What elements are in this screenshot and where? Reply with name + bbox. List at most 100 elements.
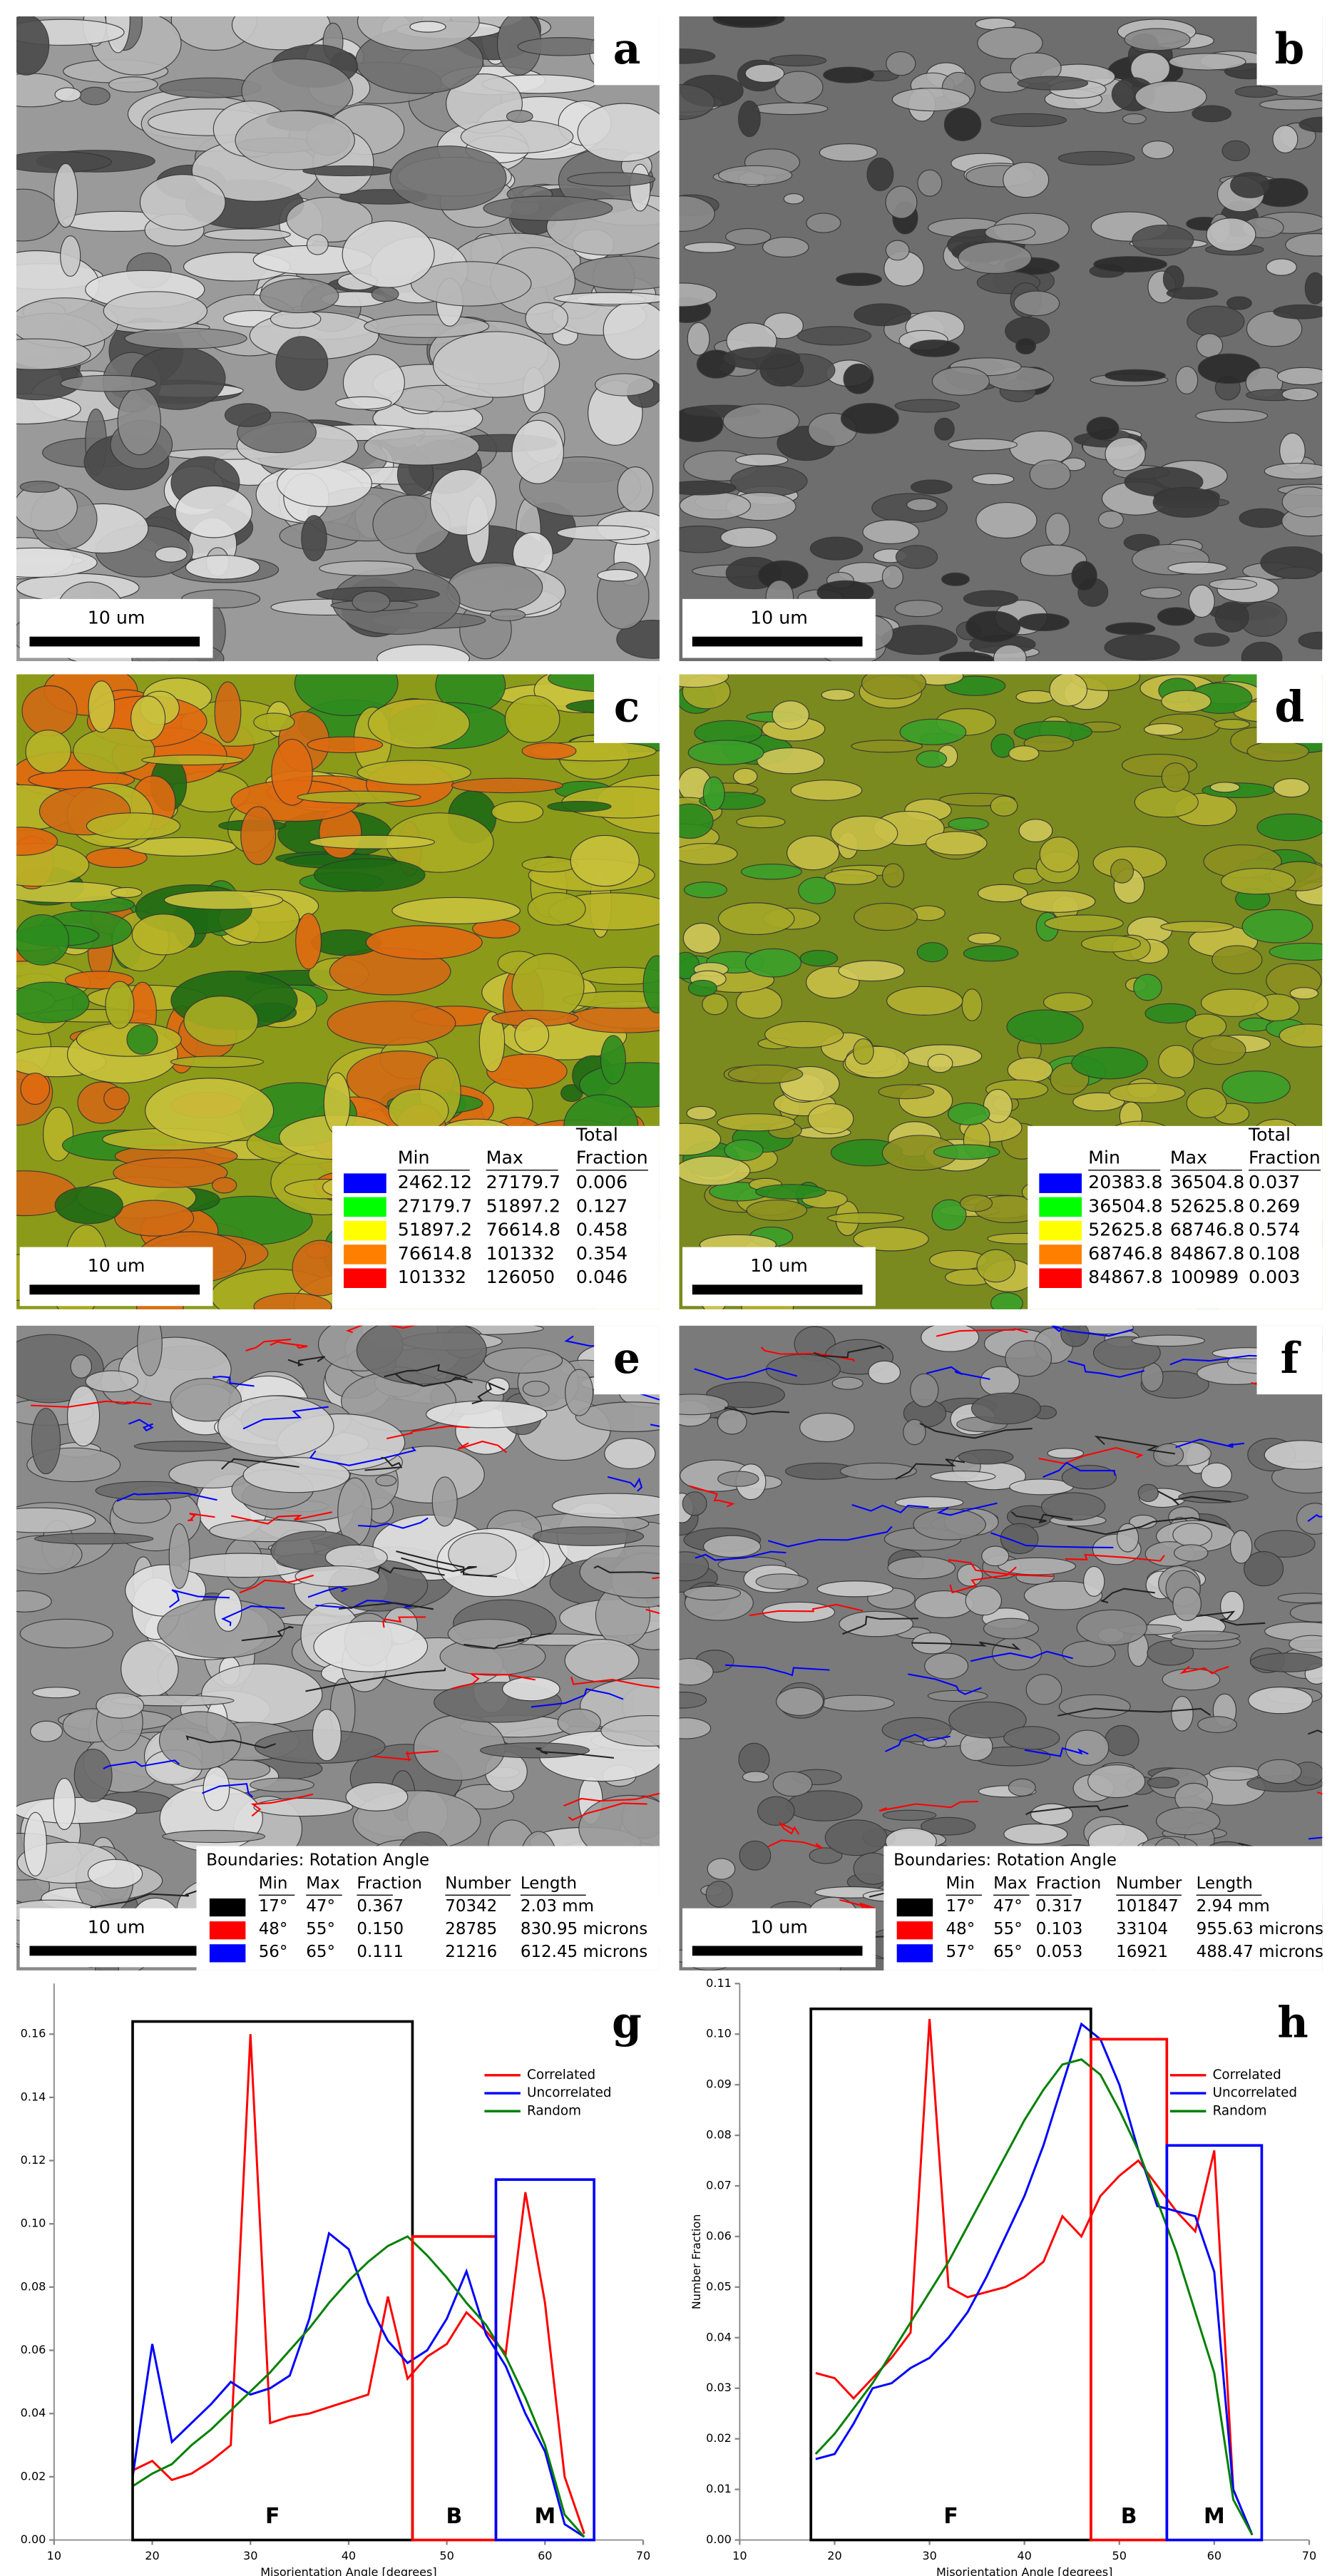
- grain: [313, 1620, 429, 1672]
- panel-letter: g: [612, 1998, 642, 2048]
- grain: [389, 145, 507, 210]
- grain: [1273, 304, 1323, 320]
- grain: [504, 695, 560, 743]
- grain: [1086, 416, 1120, 441]
- boundary: [879, 1800, 978, 1812]
- grain: [1248, 1686, 1313, 1714]
- boundary: [1038, 1446, 1144, 1465]
- grain: [679, 1123, 722, 1156]
- boundary: [239, 1574, 314, 1594]
- region-label: F: [943, 2504, 958, 2529]
- legend-cell: 47°: [306, 1897, 335, 1916]
- legend-cell: 36504.8: [1170, 1172, 1244, 1192]
- grain: [1044, 914, 1124, 932]
- grain: [1142, 140, 1174, 160]
- grain: [1157, 607, 1195, 626]
- grain: [787, 835, 840, 871]
- legend-header: Max: [486, 1148, 523, 1168]
- legend-header: Number: [445, 1874, 511, 1893]
- y-tick-label: 0.10: [21, 2217, 46, 2230]
- legend-swatch: [1039, 1197, 1082, 1217]
- grain: [717, 902, 795, 936]
- boundary: [185, 1735, 276, 1749]
- legend-cell: 0.269: [1249, 1195, 1300, 1216]
- grain: [679, 803, 714, 839]
- boundary: [948, 1559, 1054, 1578]
- grain: [1264, 462, 1323, 480]
- grain: [486, 1053, 568, 1089]
- grain: [1023, 735, 1074, 752]
- grain: [854, 902, 918, 931]
- legend-cell: 68746.8: [1088, 1243, 1162, 1264]
- boundary: [358, 1517, 429, 1529]
- grain: [679, 282, 717, 307]
- legend-cell: 52625.8: [1170, 1195, 1244, 1216]
- grain: [307, 736, 384, 754]
- grain: [1277, 1593, 1323, 1604]
- grain: [478, 1011, 506, 1073]
- x-tick-label: 60: [538, 2549, 552, 2562]
- boundary: [382, 1616, 426, 1628]
- grain: [88, 680, 116, 733]
- grain: [409, 21, 446, 33]
- grain: [755, 1573, 809, 1590]
- grain: [684, 881, 727, 899]
- x-tick-label: 50: [439, 2549, 454, 2562]
- grain: [724, 1139, 764, 1162]
- series-line: [132, 2235, 585, 2538]
- grain: [1279, 1023, 1323, 1048]
- grain: [977, 26, 1043, 59]
- grain: [894, 600, 943, 618]
- grain: [511, 419, 565, 484]
- grain: [730, 465, 808, 497]
- boundary: [778, 1821, 800, 1835]
- grain: [286, 196, 373, 243]
- legend-cell: 2.03 mm: [521, 1897, 594, 1916]
- grain: [686, 1105, 717, 1120]
- grain: [991, 1636, 1043, 1671]
- grain: [356, 1325, 487, 1385]
- grain: [600, 1715, 660, 1747]
- legend-swatch: [896, 1898, 933, 1917]
- legend-cell: 48°: [946, 1920, 975, 1938]
- legend-cell: 52625.8: [1088, 1220, 1162, 1240]
- boundary: [563, 1792, 660, 1807]
- grain: [429, 469, 497, 536]
- grain: [1020, 544, 1087, 576]
- grain: [1018, 613, 1070, 631]
- letter-box: [594, 1325, 660, 1395]
- grain: [1040, 1492, 1106, 1521]
- legend-title: Boundaries: Rotation Angle: [206, 1851, 429, 1870]
- grain: [983, 1617, 1039, 1640]
- boundary: [1065, 1553, 1165, 1562]
- panel-letter: f: [1281, 1334, 1301, 1384]
- grain: [1234, 86, 1278, 98]
- grain: [1171, 1695, 1194, 1732]
- grain: [604, 1438, 656, 1469]
- grain: [32, 1687, 81, 1699]
- grain: [295, 913, 322, 970]
- grain: [948, 438, 1018, 451]
- grain: [1172, 1587, 1202, 1622]
- legend-cell: 36504.8: [1088, 1195, 1162, 1216]
- grain: [313, 858, 426, 892]
- grain: [993, 644, 1027, 662]
- grain: [823, 66, 875, 83]
- grain: [564, 1639, 640, 1682]
- grain: [139, 174, 226, 231]
- grain: [807, 1103, 854, 1135]
- grain: [211, 1177, 237, 1194]
- grain: [1172, 1523, 1213, 1547]
- x-tick-label: 40: [1017, 2549, 1031, 2562]
- grain: [78, 86, 111, 106]
- grain: [744, 63, 785, 83]
- grain: [881, 565, 903, 589]
- grain: [1162, 1668, 1221, 1691]
- legend-swatch: [209, 1921, 246, 1940]
- boundary: [305, 1667, 446, 1692]
- grain: [679, 674, 729, 688]
- legend-cell: 16921: [1116, 1943, 1168, 1961]
- grain: [934, 417, 955, 441]
- grain: [163, 890, 284, 910]
